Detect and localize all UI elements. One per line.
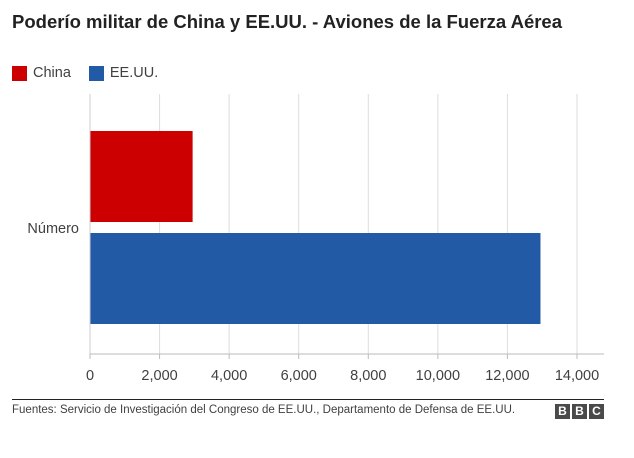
bar-usa xyxy=(90,233,541,324)
logo-letter: C xyxy=(589,404,604,419)
legend-item-china: China xyxy=(12,65,71,81)
legend-swatch-usa xyxy=(88,65,104,81)
x-tick-label: 4,000 xyxy=(211,368,247,384)
x-tick-label: 10,000 xyxy=(416,368,460,384)
legend: China EE.UU. xyxy=(12,64,176,82)
footer-divider xyxy=(12,399,604,400)
legend-label-china: China xyxy=(33,65,71,81)
legend-label-usa: EE.UU. xyxy=(109,65,159,81)
logo-letter: B xyxy=(572,404,587,419)
x-tick-label: 6,000 xyxy=(281,368,317,384)
logo-letter: B xyxy=(555,404,570,419)
bbc-logo: B B C xyxy=(553,404,604,419)
bar-china xyxy=(90,131,193,222)
x-tick-label: 14,000 xyxy=(555,368,599,384)
x-tick-label: 0 xyxy=(86,368,94,384)
legend-item-usa: EE.UU. xyxy=(88,65,159,81)
x-tick-label: 8,000 xyxy=(350,368,386,384)
category-label: Número xyxy=(27,221,79,237)
source-note: Fuentes: Servicio de Investigación del C… xyxy=(12,404,516,416)
legend-swatch-china xyxy=(12,65,27,81)
chart-title: Poderío militar de China y EE.UU. - Avio… xyxy=(12,11,563,32)
x-tick-label: 2,000 xyxy=(141,368,177,384)
x-tick-label: 12,000 xyxy=(485,368,529,384)
